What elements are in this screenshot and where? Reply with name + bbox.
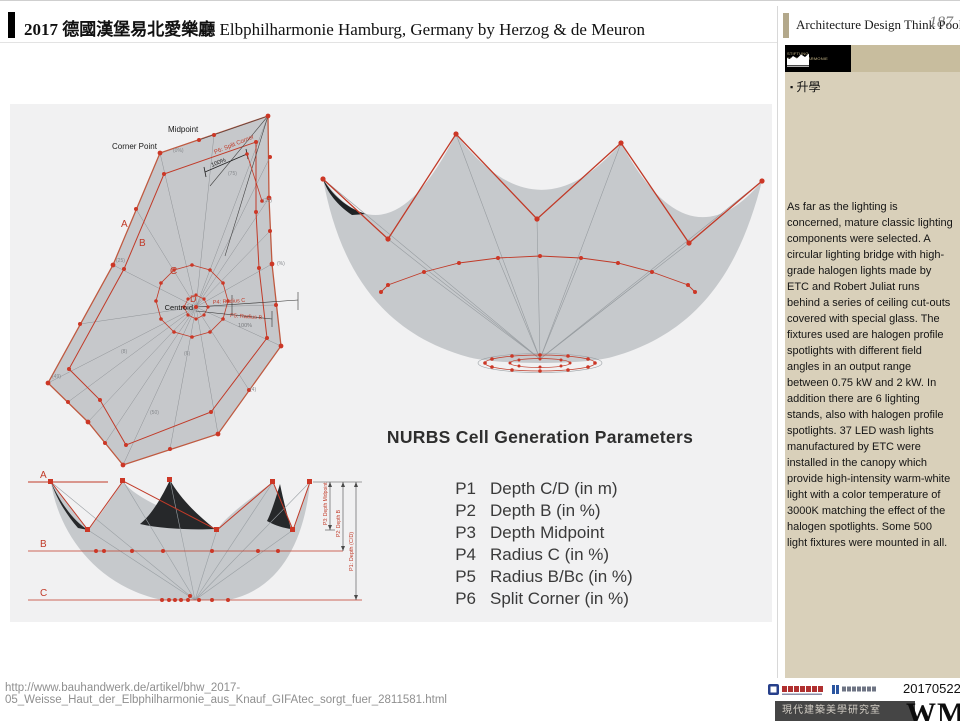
svg-text:(12): (12) bbox=[263, 198, 272, 204]
bullet-icon: ▪ bbox=[790, 82, 794, 92]
sidebar bbox=[785, 72, 960, 678]
bowl-surface bbox=[323, 134, 762, 363]
dim-p3-label: P3: Depth Midpoint bbox=[323, 482, 329, 525]
parameter-row: P4 Radius C (in %) bbox=[455, 545, 610, 564]
brand-text: Architecture Design Think Pool bbox=[796, 17, 960, 32]
section-c-label: C bbox=[40, 588, 47, 599]
parameter-list: P1 Depth C/D (in m) P2 Depth B (in %) P3 De… bbox=[448, 478, 633, 610]
date-stamp: 20170522 bbox=[903, 681, 960, 696]
sidebar-topic: ▪ 升學 bbox=[790, 78, 821, 95]
sidebar-accent-bar bbox=[851, 45, 960, 72]
split-corner-pct: 100% bbox=[211, 157, 228, 169]
svg-text:(49): (49) bbox=[52, 374, 61, 380]
parameter-row: P2 Depth B (in %) bbox=[455, 501, 601, 520]
section-a-label: A bbox=[40, 470, 47, 481]
cell-outer-polygon bbox=[47, 115, 282, 466]
svg-text:(%): (%) bbox=[277, 261, 285, 267]
dimension-arrowheads bbox=[328, 482, 358, 600]
section-control-points bbox=[48, 477, 312, 602]
stamp-logo-2 bbox=[832, 685, 876, 694]
brand-marker-bar bbox=[783, 13, 789, 38]
diagram-heading: NURBS Cell Generation Parameters bbox=[386, 427, 694, 447]
midpoint-label: Midpoint bbox=[168, 125, 199, 134]
vertex-percent-notes: (0%) (75) (12) (%) (25) (49) (8) (50) (4… bbox=[52, 148, 285, 416]
stamp-logo-1 bbox=[768, 684, 823, 695]
sidebar-paragraph: As far as the lighting is concerned, mat… bbox=[787, 201, 953, 549]
section-b-label: B bbox=[40, 539, 47, 550]
split-corner-construction bbox=[198, 115, 269, 257]
dim-p1-label: P1: Depth (C/D) bbox=[349, 532, 355, 571]
svg-text:(75): (75) bbox=[228, 171, 237, 177]
svg-text:(6): (6) bbox=[184, 351, 190, 357]
title-marker-bar bbox=[8, 12, 15, 38]
radius-dimensions bbox=[195, 292, 299, 327]
lab-name-bar: 現代建築美學研究室 bbox=[775, 701, 915, 721]
svg-text:(4): (4) bbox=[250, 387, 256, 393]
elbphilharmonie-building-icon bbox=[787, 53, 809, 67]
dim-p2-label: P2: Depth B bbox=[336, 509, 342, 537]
ring-a-label: A bbox=[121, 219, 128, 230]
section-shadow-middle bbox=[140, 480, 215, 530]
cell-section-diagram: A B C P3: Depth Midpoint P2: Depth B P1:… bbox=[28, 470, 362, 602]
page-number: 187 bbox=[929, 14, 953, 31]
cell-3d-diagram bbox=[320, 131, 765, 373]
section-radial-lines bbox=[50, 479, 311, 601]
parameter-row: P1 Depth C/D (in m) bbox=[455, 479, 618, 498]
svg-text:(0%): (0%) bbox=[173, 148, 184, 154]
bowl-control-points bbox=[320, 131, 765, 373]
radius-c-label: P4: Radius C bbox=[213, 298, 246, 306]
page-title-zh: 2017 德國漢堡易北愛樂廳 bbox=[24, 20, 216, 39]
bowl-radial-lines bbox=[322, 133, 763, 360]
svg-text:(50): (50) bbox=[150, 410, 159, 416]
parameter-row: P5 Radius B/Bc (in %) bbox=[455, 567, 633, 586]
header-divider bbox=[0, 42, 777, 43]
sidebar-divider bbox=[777, 6, 778, 678]
cell-control-points bbox=[45, 113, 284, 468]
svg-text:(25): (25) bbox=[116, 258, 125, 264]
sidebar-topic-label: 升學 bbox=[796, 80, 821, 94]
ring-d-label: D bbox=[190, 294, 197, 304]
wmp-watermark: WMP bbox=[906, 697, 960, 721]
source-url: http://www.bauhandwerk.de/artikel/bhw_20… bbox=[5, 682, 447, 706]
section-shadow-right bbox=[267, 484, 291, 529]
section-surface bbox=[51, 481, 310, 600]
radius-pct: 100% bbox=[238, 323, 252, 329]
radius-b-label: P5: Radius B bbox=[230, 313, 263, 321]
elbphilharmonie-foundation-logo: STIFTUNG ELBPHILHARMONIE HAMBURG bbox=[785, 45, 851, 72]
bowl-shadow-sliver bbox=[323, 179, 366, 215]
page-title-en: Elbphilharmonie Hamburg, Germany by Herz… bbox=[215, 20, 646, 39]
ring-c-label: C bbox=[170, 266, 177, 277]
cell-plan-diagram: Midpoint Corner Point A B C D Centroid P… bbox=[45, 113, 299, 468]
page-title: 2017 德國漢堡易北愛樂廳 Elbphilharmonie Hamburg, … bbox=[24, 15, 645, 40]
parameter-row: P3 Depth Midpoint bbox=[455, 523, 605, 542]
svg-text:(8): (8) bbox=[121, 349, 127, 355]
corner-point-label: Corner Point bbox=[112, 142, 158, 151]
section-dimension-lines bbox=[313, 481, 362, 600]
parameter-row: P6 Split Corner (in %) bbox=[455, 589, 629, 608]
centroid-label: Centroid bbox=[165, 303, 193, 312]
ring-b-label: B bbox=[139, 238, 146, 249]
